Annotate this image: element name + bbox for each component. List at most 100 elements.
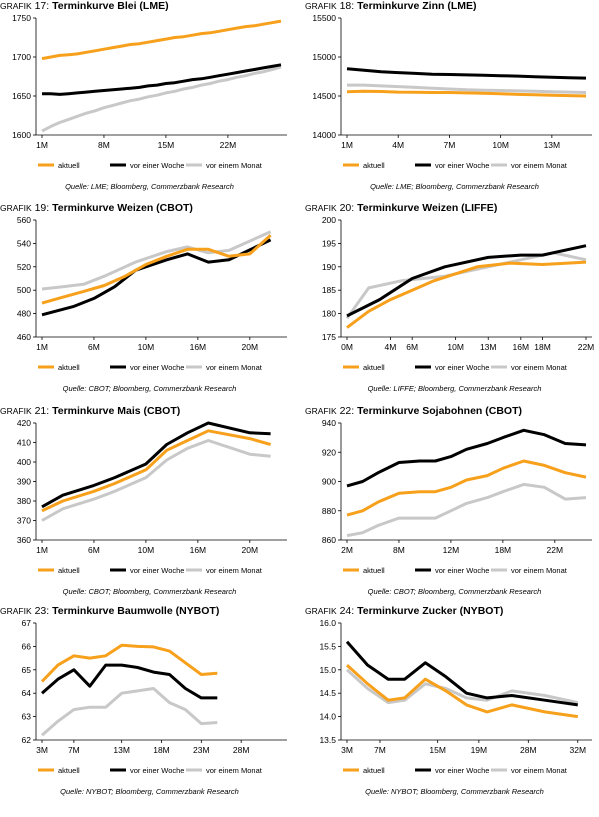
line-chart: 14000 14500 15000 15500 1M 4M 7M 10M 13M aktuell v… [312, 13, 592, 170]
legend-label: aktuell [363, 363, 385, 372]
panel-title: GRAFIK 21: Terminkurve Mais (CBOT) [0, 405, 180, 417]
chart-title: Terminkurve Weizen (LIFFE) [357, 202, 498, 214]
panel-prefix: GRAFIK [0, 606, 32, 616]
legend-label: vor einer Woche [435, 161, 489, 170]
panel-prefix: GRAFIK [0, 406, 32, 416]
panel-title: GRAFIK 22: Terminkurve Sojabohnen (CBOT) [305, 405, 522, 417]
y-tick-label: 540 [17, 238, 31, 248]
panel-g24: GRAFIK 24: Terminkurve Zucker (NYBOT) 13.… [305, 605, 599, 817]
chart-title: Terminkurve Blei (LME) [52, 0, 169, 12]
series-line-aktuell [41, 19, 282, 61]
y-tick-label: 420 [17, 418, 31, 428]
x-tick-label: 7M [68, 745, 80, 755]
panel-title: GRAFIK 24: Terminkurve Zucker (NYBOT) [305, 605, 503, 617]
y-tick-label: 190 [322, 262, 336, 272]
series-line-woche [346, 67, 587, 80]
x-tick-label: 16M [190, 342, 207, 352]
series-line-monat [347, 83, 587, 94]
y-tick-label: 67 [22, 618, 32, 628]
x-tick-label: 8M [98, 140, 110, 150]
x-tick-label: 1M [341, 140, 353, 150]
y-tick-label: 200 [322, 215, 336, 225]
x-tick-label: 28M [233, 745, 250, 755]
series-line-aktuell [346, 260, 587, 329]
x-tick-label: 19M [471, 745, 488, 755]
series-line-aktuell [345, 663, 579, 719]
series-line-woche [346, 244, 587, 318]
panel-g23: GRAFIK 23: Terminkurve Baumwolle (NYBOT)… [0, 605, 299, 817]
y-tick-label: 500 [17, 285, 31, 295]
y-tick-label: 175 [322, 332, 336, 342]
series-line-aktuell [346, 89, 587, 98]
x-tick-label: 1M [36, 140, 48, 150]
chart-source: Quelle: LME; Bloomberg, Commerzbank Rese… [370, 182, 539, 191]
y-tick-label: 1700 [12, 52, 31, 62]
x-tick-label: 8M [393, 545, 405, 555]
y-tick-label: 14000 [312, 130, 336, 140]
series-line-monat [41, 65, 282, 133]
x-tick-label: 1M [36, 545, 48, 555]
panel-title: GRAFIK 19: Terminkurve Weizen (CBOT) [0, 202, 193, 214]
legend-label: aktuell [58, 161, 80, 170]
x-tick-label: 16M [513, 342, 530, 352]
y-tick-label: 15500 [312, 13, 336, 23]
series-line-monat [41, 439, 271, 522]
legend-label: vor einer Woche [130, 766, 184, 775]
series-line-woche [42, 63, 282, 96]
legend-label: vor einer Woche [130, 363, 184, 372]
y-tick-label: 65 [22, 665, 32, 675]
panel-number: 23: [31, 605, 53, 617]
panel-prefix: GRAFIK [305, 1, 337, 11]
y-tick-label: 400 [17, 457, 31, 467]
x-tick-label: 10M [492, 140, 509, 150]
y-tick-label: 520 [17, 262, 31, 272]
x-tick-label: 7M [374, 745, 386, 755]
chart-source: Quelle: CBOT; Bloomberg, Commerzbank Res… [367, 587, 542, 596]
legend-label: vor einer Woche [130, 566, 184, 575]
y-tick-label: 1750 [12, 13, 31, 23]
x-tick-label: 1M [36, 342, 48, 352]
panel-prefix: GRAFIK [0, 1, 32, 11]
y-tick-label: 1650 [12, 91, 31, 101]
legend-label: vor einem Monat [511, 161, 568, 170]
panel-number: 19: [31, 202, 53, 214]
y-tick-label: 15000 [312, 52, 336, 62]
legend-label: vor einem Monat [206, 766, 263, 775]
panel-number: 24: [336, 605, 358, 617]
y-tick-label: 390 [17, 477, 31, 487]
y-tick-label: 14500 [312, 91, 336, 101]
y-tick-label: 15.0 [319, 665, 336, 675]
legend-label: vor einem Monat [511, 766, 568, 775]
x-tick-label: 23M [193, 745, 210, 755]
series-line-monat [41, 687, 218, 737]
series-line-woche [346, 428, 587, 488]
series-line-aktuell [40, 643, 218, 683]
series-line-woche [345, 640, 579, 707]
chart-source: Quelle: CBOT; Bloomberg, Commerzbank Res… [62, 587, 237, 596]
line-chart: 1600 1650 1700 1750 1M 8M 15M 22M aktuell vor ein… [12, 13, 287, 170]
panel-title: GRAFIK 23: Terminkurve Baumwolle (NYBOT) [0, 605, 219, 617]
chart-source: Quelle: NYBOT; Bloomberg, Commerzbank Re… [60, 787, 239, 796]
chart-title: Terminkurve Sojabohnen (CBOT) [357, 405, 522, 417]
chart-source: Quelle: LME; Bloomberg, Commerzbank Rese… [65, 182, 234, 191]
y-tick-label: 900 [322, 477, 336, 487]
y-tick-label: 63 [22, 712, 32, 722]
x-tick-label: 22M [547, 545, 564, 555]
panel-g21: GRAFIK 21: Terminkurve Mais (CBOT) 360 370… [0, 405, 299, 617]
x-tick-label: 3M [36, 745, 48, 755]
y-tick-label: 410 [17, 438, 31, 448]
legend-label: vor einer Woche [130, 161, 184, 170]
x-tick-label: 18M [153, 745, 170, 755]
panel-g20: GRAFIK 20: Terminkurve Weizen (LIFFE) 175… [305, 202, 599, 414]
y-tick-label: 380 [17, 496, 31, 506]
line-chart: 360 370 380 390 400 410 420 1M 6M 10M 16M 20M aktuel… [17, 418, 287, 575]
line-chart: 860 880 900 920 940 2M 8M 12M 18M 22M aktuell vor e… [322, 418, 592, 575]
legend-label: vor einer Woche [435, 766, 489, 775]
y-tick-label: 460 [17, 332, 31, 342]
series-line-woche [41, 663, 218, 700]
panel-number: 18: [336, 0, 358, 12]
x-tick-label: 16M [190, 545, 207, 555]
x-tick-label: 18M [495, 545, 512, 555]
x-tick-label: 3M [341, 745, 353, 755]
legend-label: aktuell [363, 766, 385, 775]
